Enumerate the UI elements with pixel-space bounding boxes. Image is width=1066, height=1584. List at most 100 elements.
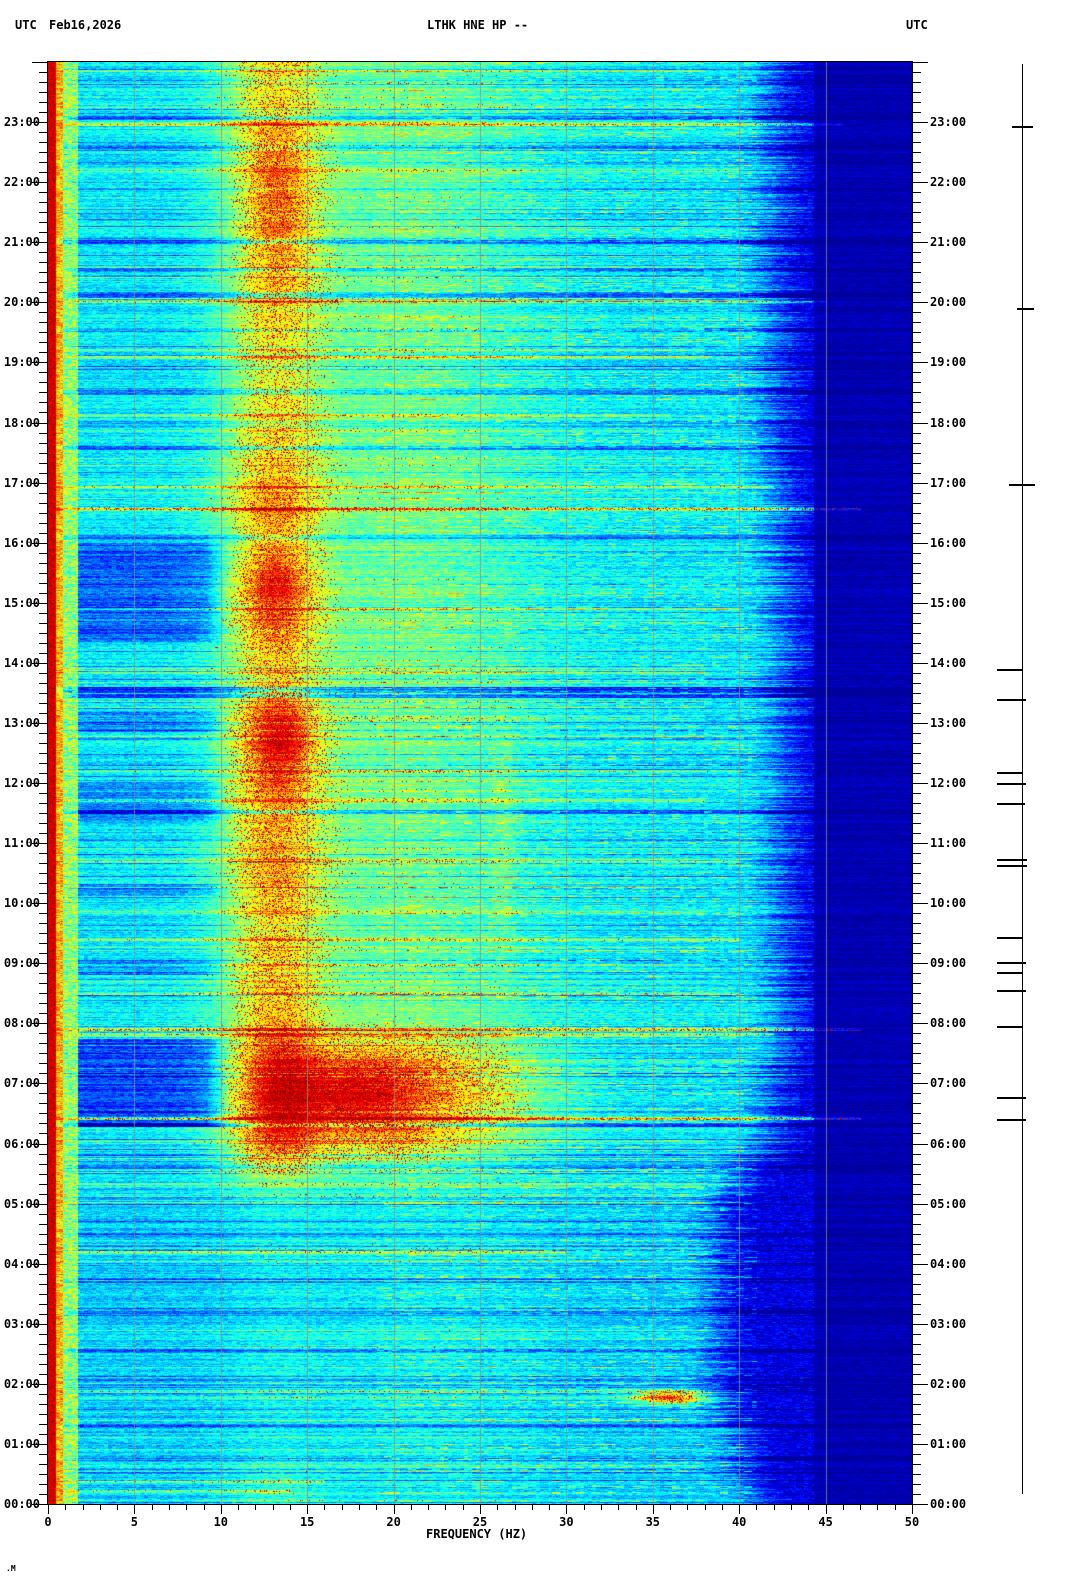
left-time-tick [32, 62, 47, 63]
right-hour-label: 13:00 [930, 715, 967, 730]
left-time-tick [39, 463, 47, 464]
left-time-tick [39, 493, 47, 494]
right-time-tick [913, 963, 928, 964]
left-time-tick [39, 863, 47, 864]
left-hour-label: 16:00 [3, 535, 40, 550]
left-hour-label: 07:00 [3, 1076, 40, 1091]
right-time-tick [913, 1494, 921, 1495]
right-time-tick [913, 573, 921, 574]
left-time-tick [39, 352, 47, 353]
left-time-tick [39, 1414, 47, 1415]
left-hour-label: 11:00 [3, 836, 40, 851]
left-time-tick [39, 1394, 47, 1395]
right-time-tick [913, 793, 921, 794]
left-time-tick [39, 132, 47, 133]
right-time-tick [913, 653, 921, 654]
left-hour-label: 23:00 [3, 115, 40, 130]
left-time-tick [39, 1093, 47, 1094]
left-time-tick [39, 1053, 47, 1054]
right-time-tick [913, 843, 928, 844]
right-hour-label: 08:00 [930, 1016, 967, 1031]
right-time-tick [913, 1274, 921, 1275]
left-hour-label: 21:00 [3, 235, 40, 250]
right-time-tick [913, 412, 921, 413]
event-spike [997, 1026, 1022, 1028]
corner-mark: .M [6, 1564, 16, 1573]
left-time-tick [39, 433, 47, 434]
right-time-tick [913, 863, 921, 864]
right-hour-label: 04:00 [930, 1256, 967, 1271]
left-time-tick [39, 1003, 47, 1004]
right-time-tick [913, 803, 921, 804]
right-hour-label: 18:00 [930, 415, 967, 430]
left-hour-label: 06:00 [3, 1136, 40, 1151]
right-time-tick [913, 1304, 921, 1305]
right-time-tick [913, 773, 921, 774]
left-hour-label: 12:00 [3, 776, 40, 790]
right-time-tick [913, 903, 928, 904]
frequency-tick [618, 1505, 619, 1510]
left-time-tick [39, 102, 47, 103]
frequency-tick [255, 1505, 256, 1510]
right-time-tick [913, 352, 921, 353]
right-time-tick [913, 1404, 921, 1405]
spectrogram-canvas [48, 62, 912, 1504]
frequency-tick-label: 5 [130, 1515, 138, 1529]
right-hour-label: 06:00 [930, 1136, 967, 1151]
left-time-tick [39, 533, 47, 534]
left-time-tick [39, 1043, 47, 1044]
right-time-tick [913, 1414, 921, 1415]
left-time-tick [39, 1224, 47, 1225]
frequency-tick [100, 1505, 101, 1510]
right-time-tick [913, 1324, 928, 1325]
left-time-tick [39, 342, 47, 343]
frequency-tick [860, 1505, 861, 1510]
right-time-tick [913, 382, 921, 383]
right-time-tick [913, 152, 921, 153]
right-time-tick [913, 663, 928, 664]
left-time-tick [39, 1113, 47, 1114]
right-time-tick [913, 1364, 921, 1365]
right-hour-label: 22:00 [930, 175, 967, 190]
right-time-tick [913, 1474, 921, 1475]
event-spike [1009, 484, 1035, 486]
left-time-tick [39, 252, 47, 253]
left-time-tick [39, 1424, 47, 1425]
left-time-tick [39, 853, 47, 854]
right-time-tick [913, 1063, 921, 1064]
frequency-tick [169, 1505, 170, 1510]
right-time-tick [913, 302, 928, 303]
right-time-tick [913, 623, 921, 624]
right-time-tick [913, 433, 921, 434]
right-time-tick [913, 1504, 928, 1505]
left-time-tick [32, 483, 47, 484]
frequency-tick [532, 1505, 533, 1510]
event-spike [997, 1119, 1026, 1121]
left-time-tick [39, 643, 47, 644]
left-hour-label: 20:00 [3, 295, 40, 310]
left-time-tick [39, 1364, 47, 1365]
left-time-tick [39, 503, 47, 504]
right-time-tick [913, 973, 921, 974]
right-time-tick [913, 62, 928, 63]
left-hour-label: 10:00 [3, 896, 40, 911]
right-time-tick [913, 703, 921, 704]
left-time-tick [39, 833, 47, 834]
left-time-tick [39, 152, 47, 153]
right-hour-label: 20:00 [930, 295, 967, 310]
right-time-tick [913, 1294, 921, 1295]
left-hour-label: 08:00 [3, 1016, 40, 1031]
right-hour-label: 03:00 [930, 1316, 967, 1331]
left-time-tick [39, 703, 47, 704]
frequency-tick [739, 1505, 740, 1514]
left-time-tick [39, 973, 47, 974]
left-time-tick [39, 322, 47, 323]
right-time-tick [913, 593, 921, 594]
frequency-tick [912, 1505, 913, 1514]
event-bar-line [1022, 64, 1023, 1494]
left-time-tick [32, 1444, 47, 1445]
right-time-tick [913, 112, 921, 113]
frequency-tick-label: 15 [299, 1515, 315, 1529]
frequency-tick [705, 1505, 706, 1510]
right-time-tick [913, 1394, 921, 1395]
